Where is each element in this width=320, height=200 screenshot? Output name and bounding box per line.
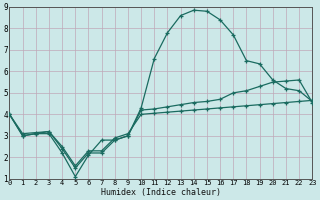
X-axis label: Humidex (Indice chaleur): Humidex (Indice chaleur) bbox=[101, 188, 221, 197]
